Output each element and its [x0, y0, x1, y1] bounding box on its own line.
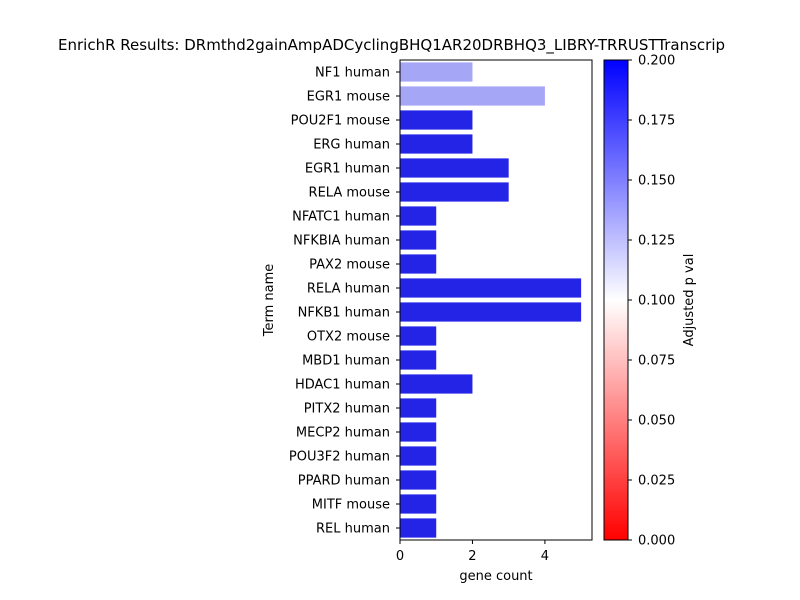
bar: [400, 62, 473, 82]
y-tick-label: HDAC1 human: [295, 378, 390, 393]
y-tick-label: NFKBIA human: [293, 234, 390, 249]
bars-group: [400, 62, 582, 538]
colorbar-tick-label: 0.150: [638, 174, 675, 189]
colorbar-tick-label: 0.025: [638, 474, 675, 489]
x-axis: 0 2 4: [396, 540, 549, 564]
bar: [400, 470, 437, 490]
y-tick-label: NFATC1 human: [292, 210, 390, 225]
y-tick-label: MECP2 human: [296, 426, 390, 441]
y-tick-label: PPARD human: [298, 474, 390, 489]
bar: [400, 374, 473, 394]
colorbar-tick-label: 0.050: [638, 414, 675, 429]
bar: [400, 230, 437, 250]
y-tick-label: POU2F1 mouse: [291, 114, 390, 129]
bar: [400, 518, 437, 538]
colorbar-tick-label: 0.200: [638, 54, 675, 69]
y-tick-label: POU3F2 human: [289, 450, 390, 465]
bar: [400, 278, 582, 298]
y-tick-label: PAX2 mouse: [309, 258, 390, 273]
bar: [400, 254, 437, 274]
colorbar: [603, 59, 629, 541]
bar: [400, 134, 473, 154]
bar: [400, 494, 437, 514]
colorbar-tick-label: 0.100: [638, 294, 675, 309]
y-tick-label: RELA mouse: [309, 186, 390, 201]
y-tick-label: EGR1 human: [305, 162, 390, 177]
x-tick-label: 0: [396, 549, 404, 564]
bar: [400, 206, 437, 226]
x-tick-label: 2: [468, 549, 476, 564]
bar: [400, 86, 545, 106]
colorbar-tick-label: 0.175: [638, 114, 675, 129]
bar: [400, 422, 437, 442]
y-tick-label: NF1 human: [315, 66, 390, 81]
bar: [400, 302, 582, 322]
colorbar-tick-label: 0.075: [638, 354, 675, 369]
y-tick-label: NFKB1 human: [298, 306, 390, 321]
y-axis-label: Term name: [262, 264, 277, 338]
y-tick-label: REL human: [316, 522, 390, 537]
chart-title: EnrichR Results: DRmthd2gainAmpADCycling…: [58, 36, 726, 54]
plot-frame: [399, 59, 593, 541]
bar: [400, 350, 437, 370]
bar: [400, 326, 437, 346]
bar: [400, 182, 509, 202]
y-tick-label: MBD1 human: [302, 354, 390, 369]
colorbar-tick-label: 0.000: [638, 534, 675, 549]
colorbar-label: Adjusted p val: [682, 254, 697, 347]
colorbar-tick-label: 0.125: [638, 234, 675, 249]
y-tick-label: PITX2 human: [304, 402, 390, 417]
bar: [400, 158, 509, 178]
bar: [400, 446, 437, 466]
y-tick-label: OTX2 mouse: [307, 330, 390, 345]
y-tick-label: MITF mouse: [312, 498, 390, 513]
bar: [400, 110, 473, 130]
y-tick-label: RELA human: [307, 282, 390, 297]
y-tick-labels: NF1 human EGR1 mouse POU2F1 mouse ERG human…: [289, 66, 400, 537]
y-tick-label: ERG human: [313, 138, 390, 153]
colorbar-ticks: 0.000 0.025 0.050 0.075 0.100 0.125 0.150 0.175…: [628, 54, 675, 549]
y-tick-label: EGR1 mouse: [307, 90, 390, 105]
x-axis-label: gene count: [459, 569, 532, 584]
bar: [400, 398, 437, 418]
x-tick-label: 4: [541, 549, 549, 564]
